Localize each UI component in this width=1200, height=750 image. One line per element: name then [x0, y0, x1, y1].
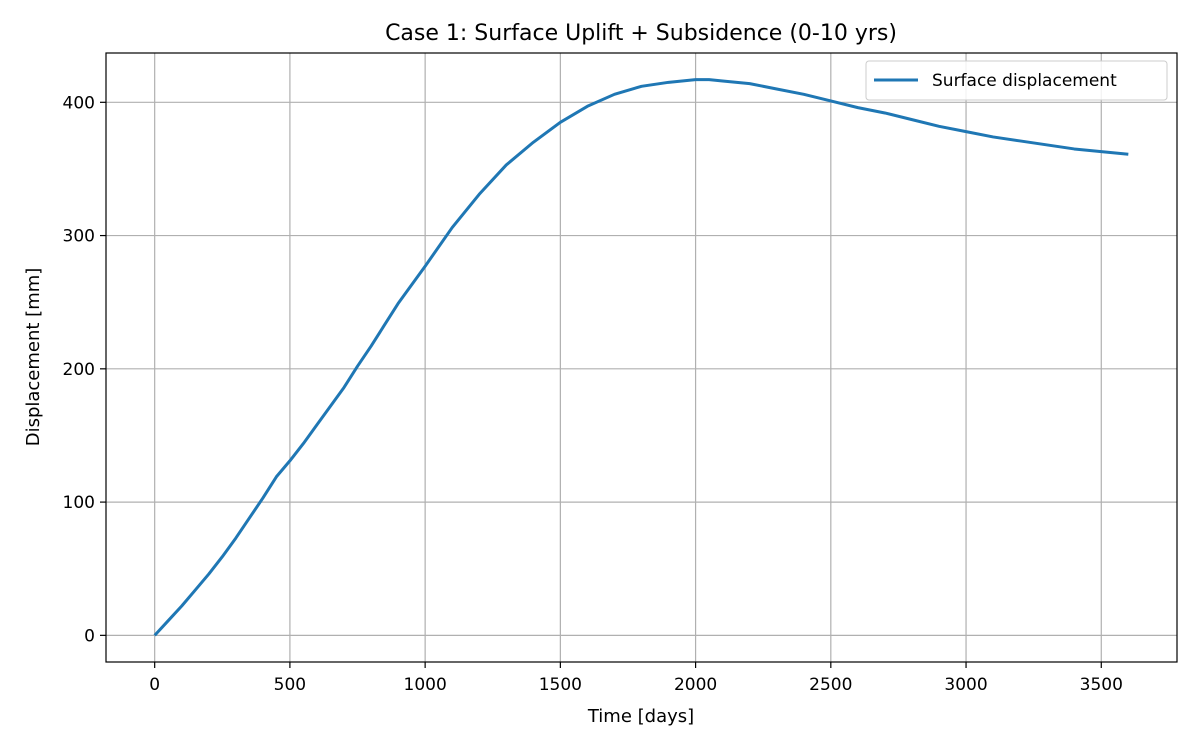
x-tick-label: 2500 [809, 675, 852, 695]
y-tick-label: 400 [63, 93, 95, 113]
x-tick-label: 0 [149, 675, 160, 695]
series-line-surface-displacement [153, 78, 1129, 637]
x-tick-label: 3500 [1080, 675, 1123, 695]
grid-lines [106, 53, 1177, 662]
y-tick-label: 100 [63, 493, 95, 513]
y-tick-label: 300 [63, 227, 95, 247]
legend-box [865, 60, 1168, 101]
series-layer [153, 78, 1129, 637]
x-tick-label: 1000 [404, 675, 447, 695]
x-axis-label: Time [days] [587, 706, 694, 727]
chart-title: Case 1: Surface Uplift + Subsidence (0-1… [385, 21, 897, 46]
legend-label-surface-displacement: Surface displacement [932, 71, 1117, 91]
legend: Surface displacement [865, 60, 1168, 101]
x-tick-label: 3000 [944, 675, 987, 695]
plot-frame [105, 52, 1178, 663]
x-tick-label: 1500 [539, 675, 582, 695]
y-tick-label: 0 [84, 626, 95, 646]
y-axis-label: Displacement [mm] [23, 268, 44, 447]
x-tick-label: 2000 [674, 675, 717, 695]
tick-layer: 0 500 1000 1500 2000 2500 3000 3500 0 100 200 300 40… [63, 93, 1123, 695]
y-tick-label: 200 [63, 360, 95, 380]
x-tick-label: 500 [274, 675, 306, 695]
